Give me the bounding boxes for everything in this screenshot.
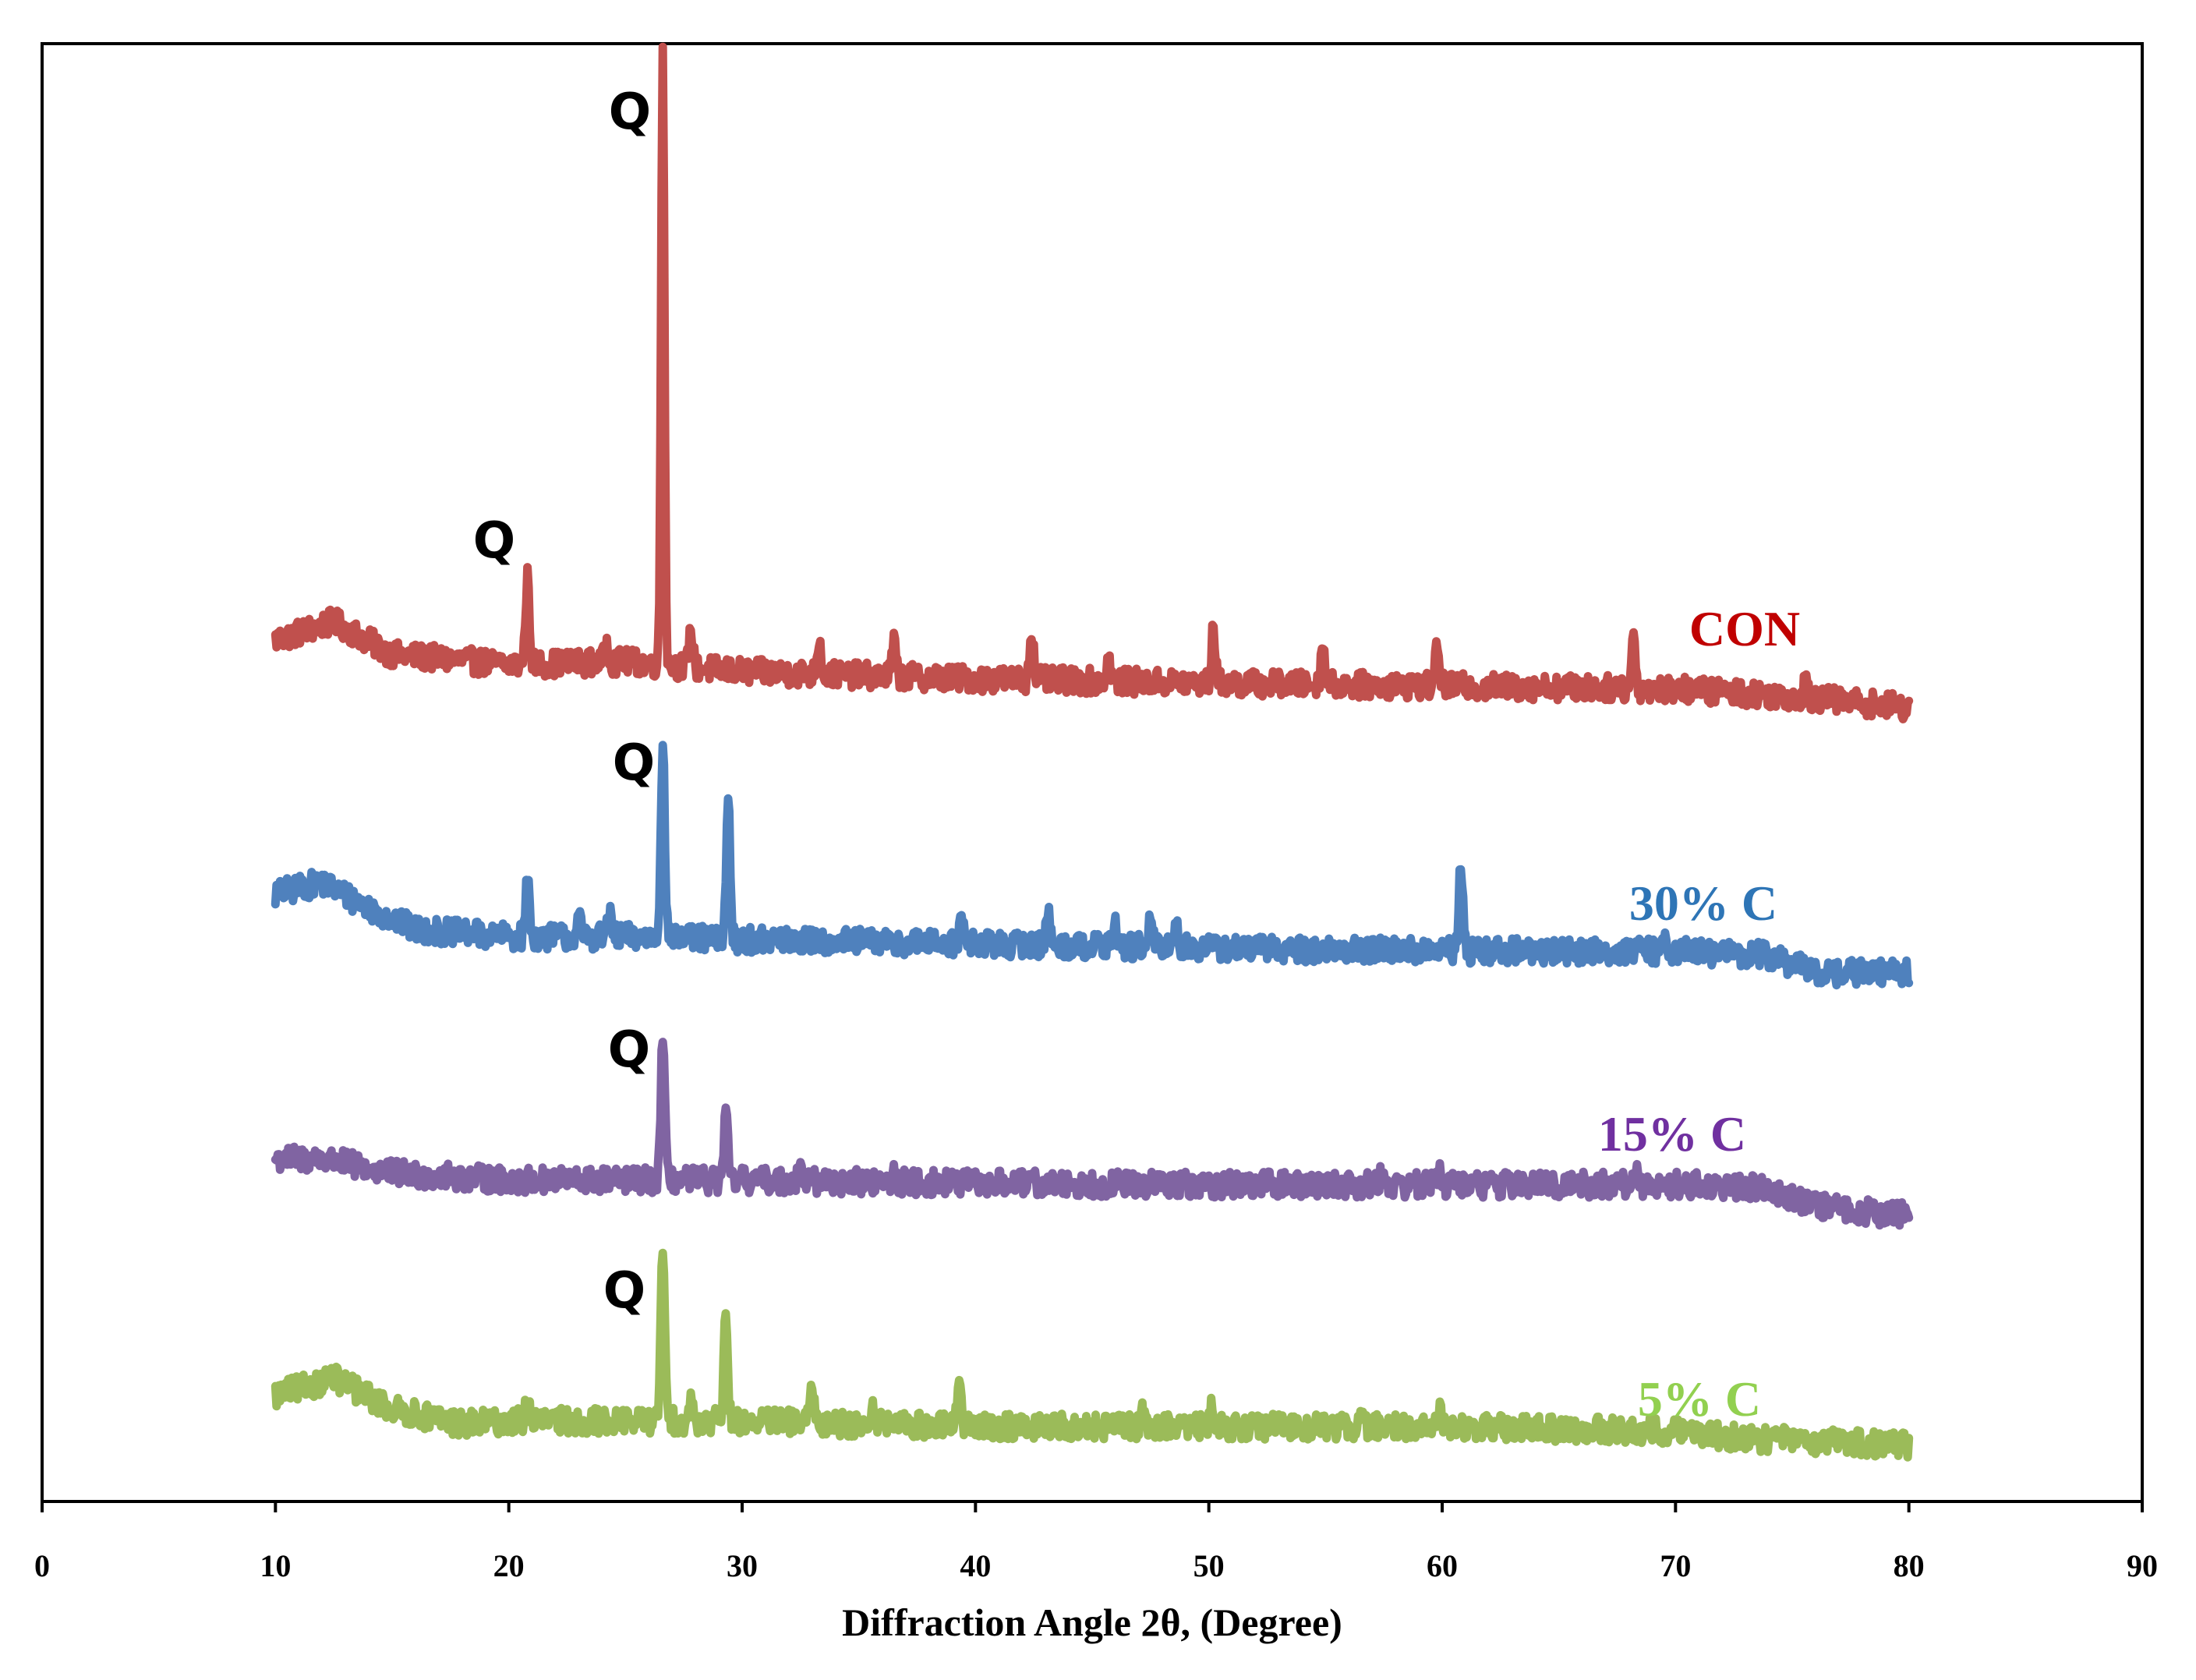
peak-label-q: Q [603,1262,645,1320]
peak-label-q: Q [608,1021,650,1079]
traces [271,42,1914,1462]
x-tick-label: 30 [727,1548,758,1583]
x-tick-label: 50 [1193,1548,1225,1583]
x-tick-label: 0 [34,1548,50,1583]
peak-annotations: Q Q Q Q Q [473,83,655,1320]
x-axis-title: Diffraction Angle 2θ, (Degree) [842,1600,1342,1644]
series-label-5-c: 5% C [1638,1371,1761,1427]
x-tick-label: 40 [960,1548,991,1583]
series-line-15-c [271,1038,1914,1230]
x-tick-label: 70 [1660,1548,1691,1583]
x-tick-label: 80 [1894,1548,1925,1583]
series-line-30-c [271,741,1914,990]
series-labels: CON 30% C 15% C 5% C [1598,601,1800,1427]
series-label-con: CON [1689,601,1800,656]
x-tick-label: 90 [2127,1548,2158,1583]
x-tick-label: 60 [1427,1548,1458,1583]
peak-label-q: Q [609,83,651,141]
series-line-5-c [271,1248,1914,1462]
series-line-con [271,42,1914,723]
x-tick-label: 20 [493,1548,525,1583]
series-label-30-c: 30% C [1629,875,1777,931]
series-label-15-c: 15% C [1598,1106,1746,1162]
peak-label-q: Q [473,512,515,570]
plot-area-frame [41,42,2144,1503]
x-tick-label: 10 [260,1548,291,1583]
peak-label-q: Q [613,734,655,792]
x-axis: 0 10 20 30 40 50 60 70 80 90 [34,1501,2158,1583]
